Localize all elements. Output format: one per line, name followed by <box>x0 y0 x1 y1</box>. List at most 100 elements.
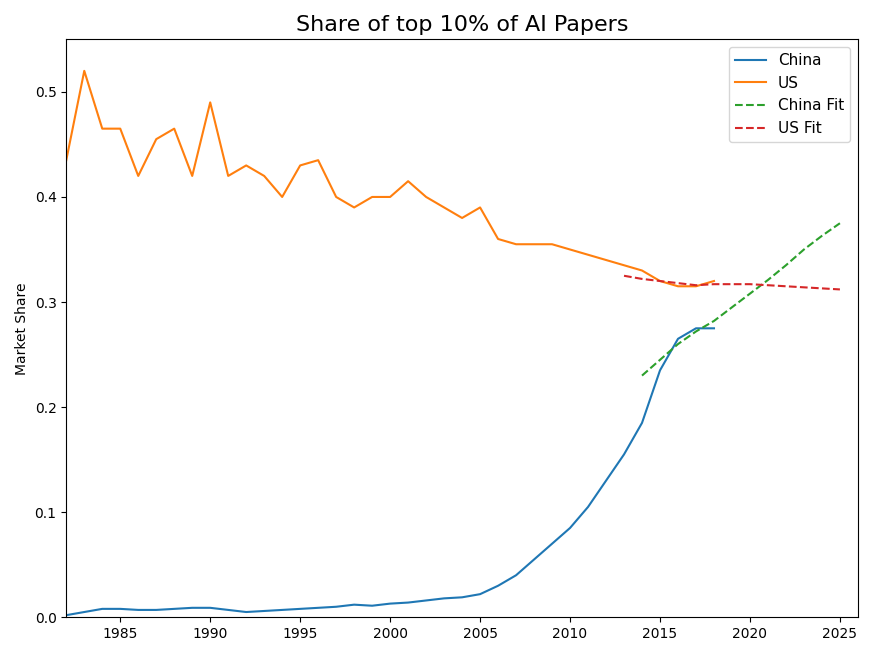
Line: China: China <box>66 328 714 615</box>
US <box>79 67 89 75</box>
US <box>439 203 450 211</box>
US <box>457 214 467 222</box>
US Fit <box>690 281 701 289</box>
China <box>61 611 72 619</box>
China <box>673 335 683 342</box>
US <box>223 172 234 180</box>
US <box>547 240 557 248</box>
China <box>259 607 270 615</box>
US <box>133 172 144 180</box>
China Fit <box>835 219 845 227</box>
US Fit <box>637 275 648 283</box>
China Fit <box>799 245 809 253</box>
US Fit <box>763 281 774 289</box>
US Fit <box>745 280 755 288</box>
Title: Share of top 10% of AI Papers: Share of top 10% of AI Papers <box>296 15 628 35</box>
US <box>654 277 665 285</box>
China Fit <box>654 356 665 364</box>
China <box>385 600 396 607</box>
China Fit <box>727 303 738 311</box>
China <box>169 605 179 613</box>
China <box>133 606 144 614</box>
US <box>385 193 396 201</box>
US Fit <box>654 277 665 285</box>
China Fit <box>690 327 701 335</box>
US Fit <box>709 280 719 288</box>
US <box>421 193 431 201</box>
China <box>97 605 108 613</box>
US Fit <box>619 272 629 279</box>
US <box>564 245 575 253</box>
China Fit <box>673 340 683 348</box>
US <box>493 235 503 243</box>
US Fit <box>780 282 791 290</box>
US <box>583 251 593 258</box>
China Fit <box>709 317 719 325</box>
China <box>79 608 89 616</box>
China <box>583 503 593 511</box>
China <box>457 594 467 602</box>
China <box>402 599 413 607</box>
US <box>169 125 179 133</box>
US <box>475 203 486 211</box>
Line: US: US <box>66 71 714 286</box>
China <box>690 324 701 332</box>
US <box>367 193 377 201</box>
Line: China Fit: China Fit <box>642 223 840 376</box>
US <box>187 172 198 180</box>
China <box>475 590 486 598</box>
China <box>295 605 305 613</box>
US <box>241 161 251 169</box>
China Fit <box>637 372 648 380</box>
US <box>295 161 305 169</box>
China <box>654 367 665 375</box>
US <box>151 135 162 143</box>
US <box>511 240 522 248</box>
US <box>205 98 215 106</box>
China Fit <box>763 276 774 284</box>
US Fit <box>816 285 827 293</box>
US <box>259 172 270 180</box>
Line: US Fit: US Fit <box>624 276 840 289</box>
US <box>601 256 612 264</box>
China <box>313 604 324 612</box>
China <box>241 608 251 616</box>
US <box>276 193 287 201</box>
US <box>97 125 108 133</box>
China <box>493 582 503 590</box>
US <box>528 240 539 248</box>
China Fit <box>816 232 827 240</box>
China <box>349 601 360 609</box>
US <box>115 125 125 133</box>
China Fit <box>780 261 791 269</box>
US Fit <box>835 285 845 293</box>
Y-axis label: Market Share: Market Share <box>15 282 29 375</box>
China <box>115 605 125 613</box>
US <box>673 282 683 290</box>
US <box>637 266 648 274</box>
China <box>367 602 377 609</box>
China <box>528 556 539 564</box>
US Fit <box>727 280 738 288</box>
China <box>439 594 450 602</box>
US <box>61 156 72 164</box>
China <box>276 606 287 614</box>
US <box>349 203 360 211</box>
China <box>709 324 719 332</box>
Legend: China, US, China Fit, US Fit: China, US, China Fit, US Fit <box>729 47 850 142</box>
US <box>619 261 629 269</box>
China <box>421 596 431 604</box>
US <box>709 277 719 285</box>
US Fit <box>799 283 809 291</box>
China <box>619 451 629 459</box>
China <box>547 540 557 548</box>
China <box>601 477 612 485</box>
US <box>313 156 324 164</box>
US <box>690 282 701 290</box>
US Fit <box>673 279 683 287</box>
China <box>637 419 648 427</box>
US <box>331 193 341 201</box>
China <box>331 603 341 611</box>
China <box>223 606 234 614</box>
China Fit <box>745 290 755 298</box>
